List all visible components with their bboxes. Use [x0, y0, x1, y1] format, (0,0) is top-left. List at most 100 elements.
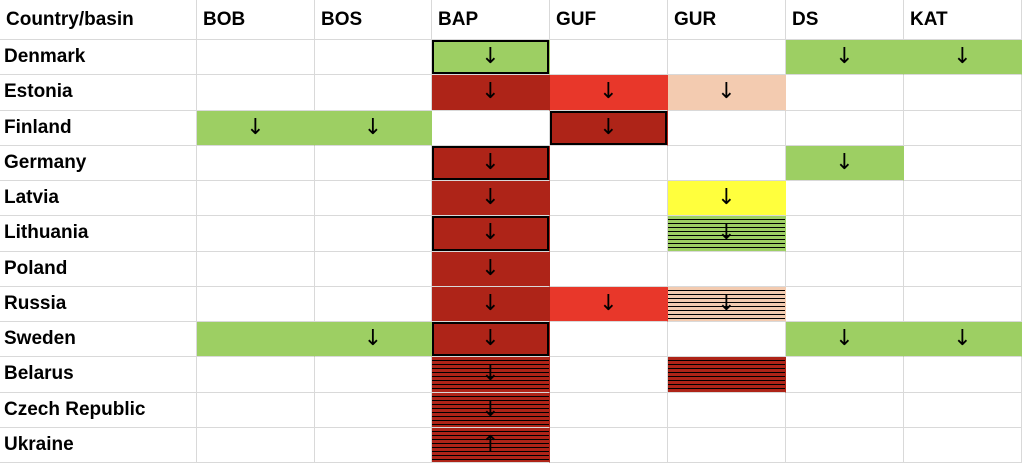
data-cell — [550, 427, 668, 463]
data-cell — [668, 110, 786, 146]
data-cell: ↓ — [432, 286, 550, 322]
trend-arrow: ↑ — [481, 431, 500, 457]
data-cell: ↓ — [550, 75, 668, 111]
trend-arrow: ↓ — [835, 44, 854, 70]
trend-arrow: ↓ — [246, 114, 265, 140]
column-header: BOS — [315, 0, 432, 40]
data-cell: ↓ — [432, 216, 550, 252]
data-cell: ↑ — [432, 427, 550, 463]
data-cell: ↓ — [432, 251, 550, 287]
data-cell: ↓ — [432, 322, 550, 358]
data-cell — [668, 392, 786, 428]
data-cell — [668, 40, 786, 76]
data-cell — [904, 357, 1022, 393]
data-cell — [315, 251, 432, 287]
data-cell — [315, 75, 432, 111]
data-cell — [315, 286, 432, 322]
data-cell — [197, 392, 315, 428]
column-header: KAT — [904, 0, 1022, 40]
data-cell: ↓ — [315, 110, 432, 146]
data-cell: ↓ — [668, 181, 786, 217]
data-cell — [550, 392, 668, 428]
trend-arrow: ↓ — [599, 114, 618, 140]
data-cell: ↓ — [550, 110, 668, 146]
data-cell — [668, 427, 786, 463]
data-cell — [315, 392, 432, 428]
data-cell — [550, 181, 668, 217]
data-cell: ↓ — [786, 145, 904, 181]
data-cell — [197, 181, 315, 217]
trend-arrow: ↓ — [363, 326, 383, 352]
row-label: Belarus — [0, 357, 197, 393]
row-label: Russia — [0, 286, 197, 322]
data-cell — [315, 145, 432, 181]
trend-arrow: ↓ — [481, 79, 500, 105]
trend-arrow: ↓ — [717, 220, 736, 246]
trend-arrow: ↓ — [717, 79, 736, 105]
trend-arrow: ↓ — [835, 326, 854, 352]
row-label: Poland — [0, 251, 197, 287]
trend-arrow: ↓ — [481, 255, 500, 281]
data-cell — [197, 427, 315, 463]
data-cell — [786, 357, 904, 393]
trend-arrow: ↓ — [717, 290, 736, 316]
trend-arrow: ↓ — [481, 361, 500, 387]
data-cell — [315, 40, 432, 76]
data-cell: ↓ — [904, 40, 1022, 76]
data-cell — [315, 427, 432, 463]
data-cell — [786, 392, 904, 428]
data-cell — [786, 110, 904, 146]
column-header: GUF — [550, 0, 668, 40]
trend-arrow: ↓ — [953, 44, 972, 70]
data-cell — [197, 322, 315, 358]
data-cell: ↓ — [786, 322, 904, 358]
data-cell — [904, 392, 1022, 428]
column-header: Country/basin — [0, 0, 197, 40]
trend-arrow: ↓ — [481, 185, 500, 211]
data-cell: ↓ — [432, 40, 550, 76]
data-cell: ↓ — [197, 110, 315, 146]
data-cell — [550, 145, 668, 181]
data-cell — [550, 216, 668, 252]
data-cell — [550, 322, 668, 358]
data-cell — [668, 251, 786, 287]
data-cell: ↓ — [668, 286, 786, 322]
data-cell — [197, 286, 315, 322]
row-label: Finland — [0, 110, 197, 146]
data-cell — [550, 251, 668, 287]
row-label: Estonia — [0, 75, 197, 111]
data-cell — [197, 251, 315, 287]
data-cell: ↓ — [432, 392, 550, 428]
data-cell — [904, 110, 1022, 146]
data-cell — [668, 357, 786, 393]
trend-arrow: ↓ — [481, 326, 500, 352]
row-label: Denmark — [0, 40, 197, 76]
trend-arrow: ↓ — [363, 114, 383, 140]
data-cell: ↓ — [432, 357, 550, 393]
data-cell — [904, 251, 1022, 287]
row-label: Ukraine — [0, 427, 197, 463]
row-label: Sweden — [0, 322, 197, 358]
data-cell — [904, 181, 1022, 217]
data-cell — [550, 357, 668, 393]
trend-arrow: ↓ — [481, 396, 500, 422]
data-cell: ↓ — [550, 286, 668, 322]
trend-arrow: ↓ — [717, 185, 736, 211]
data-cell: ↓ — [432, 75, 550, 111]
column-header: BAP — [432, 0, 550, 40]
data-cell: ↓ — [432, 145, 550, 181]
trend-arrow: ↓ — [481, 220, 500, 246]
data-cell — [904, 75, 1022, 111]
data-cell — [786, 216, 904, 252]
data-cell — [315, 216, 432, 252]
data-cell — [197, 40, 315, 76]
data-cell — [315, 181, 432, 217]
data-cell — [197, 145, 315, 181]
data-cell — [315, 357, 432, 393]
data-cell — [197, 216, 315, 252]
data-cell: ↓ — [786, 40, 904, 76]
data-cell — [904, 286, 1022, 322]
data-cell — [786, 181, 904, 217]
data-cell — [668, 145, 786, 181]
